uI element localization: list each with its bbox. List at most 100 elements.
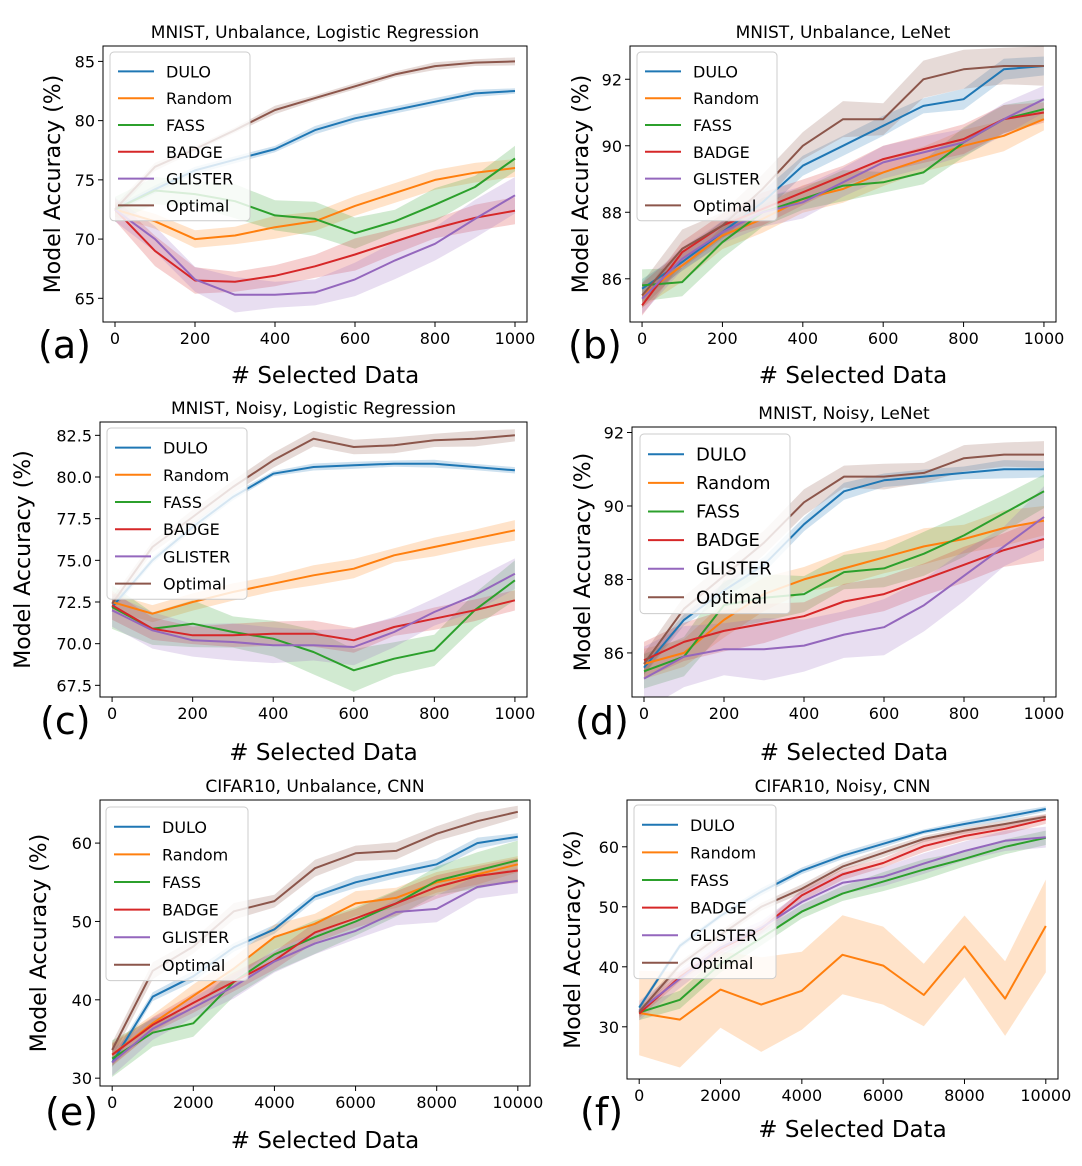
legend: DULO Random FASS BADGE GLISTER Optimal: [105, 806, 249, 982]
band-badge: [112, 858, 518, 1066]
y-axis-label: Model Accuracy (%): [569, 75, 594, 294]
legend-label-dulo: DULO: [163, 439, 208, 458]
legend-label-dulo: DULO: [696, 444, 747, 465]
series-line-optimal: [641, 65, 1044, 297]
y-tick-label: 65: [75, 289, 95, 308]
y-axis-label: Model Accuracy (%): [11, 450, 36, 669]
legend-label-fass: FASS: [696, 502, 740, 523]
legend-label-dulo: DULO: [693, 62, 738, 81]
y-tick-label: 80.0: [56, 468, 92, 487]
y-tick-label: 90: [604, 497, 624, 516]
x-tick-label: 800: [419, 704, 450, 723]
x-tick-label: 1000: [495, 704, 536, 723]
x-tick-label: 1000: [495, 329, 536, 348]
series-line-badge: [111, 869, 518, 1056]
y-tick-label: 70: [75, 230, 95, 249]
chart-title: MNIST, Unbalance, LeNet: [736, 23, 951, 43]
axes-frame: [99, 421, 528, 698]
legend-label-random: Random: [162, 845, 228, 864]
y-tick-label: 77.5: [56, 510, 92, 529]
plot-area: [643, 441, 1045, 697]
series-line-glister: [111, 879, 518, 1064]
series-line-random: [114, 167, 516, 241]
band-random: [644, 506, 1044, 680]
band-fass: [112, 560, 515, 692]
series-line-random: [641, 118, 1045, 297]
series-line-random: [643, 519, 1045, 665]
legend-label-badge: BADGE: [693, 143, 750, 162]
band-badge: [112, 590, 515, 653]
x-tick-label: 4000: [781, 1086, 822, 1105]
panel-letter: (c): [40, 699, 91, 743]
legend-label-badge: BADGE: [162, 901, 219, 920]
legend-label-dulo: DULO: [166, 62, 211, 81]
x-tick-label: 200: [709, 704, 740, 723]
x-tick-label: 1000: [1024, 329, 1065, 348]
band-random: [639, 879, 1046, 1068]
chart-title: CIFAR10, Unbalance, CNN: [205, 777, 424, 797]
y-axis-label: Model Accuracy (%): [41, 75, 66, 294]
chart-title: MNIST, Unbalance, Logistic Regression: [151, 23, 479, 43]
x-tick-label: 2000: [173, 1093, 214, 1112]
x-tick-label: 0: [639, 704, 649, 723]
legend: DULO Random FASS BADGE GLISTER Optimal: [106, 427, 248, 600]
x-tick-label: 600: [339, 704, 370, 723]
band-glister: [112, 868, 518, 1076]
y-axis-label: Model Accuracy (%): [571, 453, 596, 672]
legend-label-optimal: Optimal: [693, 196, 756, 215]
legend-label-glister: GLISTER: [690, 926, 757, 945]
panel-d: 0 200 400 600 800 1000 86 88 90 92 MNIST, Noisy, L…: [571, 404, 1064, 766]
y-tick-label: 80: [75, 112, 95, 131]
x-tick-label: 10000: [492, 1093, 543, 1112]
band-fass: [112, 840, 518, 1077]
y-tick-label: 72.5: [56, 593, 92, 612]
panel-letter: (f): [580, 1090, 623, 1134]
legend-label-badge: BADGE: [163, 520, 220, 539]
y-tick-label: 82.5: [56, 426, 92, 445]
legend-label-optimal: Optimal: [696, 587, 767, 608]
series-line-random: [111, 863, 519, 1056]
plot-area: [641, 46, 1045, 316]
y-tick-label: 67.5: [56, 676, 92, 695]
series-line-random: [111, 529, 516, 615]
x-tick-label: 6000: [863, 1086, 904, 1105]
panel-f: 0 2000 4000 6000 8000 10000 30 40 50 60 CIFAR10, N…: [561, 777, 1071, 1143]
x-tick-label: 0: [110, 329, 120, 348]
x-axis-label: # Selected Data: [231, 1128, 420, 1154]
x-tick-label: 800: [949, 704, 980, 723]
legend-label-random: Random: [693, 89, 759, 108]
y-tick-label: 30: [599, 1018, 619, 1037]
plot-area: [111, 805, 519, 1077]
band-badge: [642, 102, 1044, 316]
legend-label-glister: GLISTER: [166, 170, 233, 189]
x-axis-label: # Selected Data: [758, 1117, 947, 1143]
y-tick-label: 90: [602, 137, 622, 156]
legend: DULO Random FASS BADGE GLISTER Optimal: [639, 433, 791, 615]
plot-area: [114, 57, 516, 313]
legend-label-random: Random: [166, 89, 232, 108]
legend-label-random: Random: [696, 473, 771, 494]
band-fass: [639, 830, 1046, 1021]
x-tick-label: 400: [789, 704, 820, 723]
legend-label-dulo: DULO: [162, 818, 207, 837]
legend-label-optimal: Optimal: [690, 954, 753, 973]
legend: DULO Random FASS BADGE GLISTER Optimal: [633, 804, 777, 980]
series-line-glister: [111, 572, 516, 648]
legend-label-badge: BADGE: [166, 143, 223, 162]
y-tick-label: 60: [72, 834, 92, 853]
series-line-random: [639, 925, 1047, 1021]
chart-title: CIFAR10, Noisy, CNN: [755, 777, 931, 797]
y-tick-label: 75: [75, 171, 95, 190]
legend-label-glister: GLISTER: [162, 928, 229, 947]
x-axis-label: # Selected Data: [229, 740, 418, 766]
legend-label-optimal: Optimal: [166, 196, 229, 215]
band-glister: [642, 85, 1044, 315]
panel-letter: (d): [575, 699, 629, 743]
x-tick-label: 0: [107, 1093, 117, 1112]
x-tick-label: 10000: [1020, 1086, 1071, 1105]
y-tick-label: 70.0: [56, 635, 92, 654]
series-line-badge: [114, 208, 516, 283]
series-line-badge: [643, 538, 1045, 662]
y-tick-label: 50: [599, 898, 619, 917]
